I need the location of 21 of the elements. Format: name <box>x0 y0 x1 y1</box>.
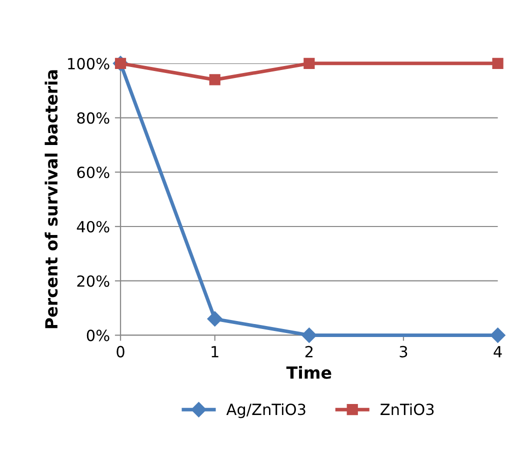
x-tick-label: 3 <box>400 346 408 358</box>
x-tick-label: 2 <box>305 346 312 358</box>
point <box>207 311 222 326</box>
x-tick-label: 4 <box>494 346 502 358</box>
x-tick-label: 0 <box>116 346 124 358</box>
point <box>490 328 506 343</box>
y-tick-label: 80% <box>77 112 110 124</box>
point <box>492 58 504 69</box>
legend-label: Ag/ZnTiO3 <box>226 403 306 418</box>
y-tick-label: 100% <box>68 58 110 70</box>
point <box>209 74 220 86</box>
point <box>304 58 315 69</box>
legend-label: ZnTiO3 <box>380 403 434 416</box>
point <box>302 328 317 343</box>
x-tick-label: 1 <box>212 346 218 358</box>
y-tick-label: 20% <box>77 275 110 287</box>
y-tick-label: 0% <box>86 330 110 342</box>
x-axis-title: Time <box>286 366 332 379</box>
y-tick-label: 60% <box>77 166 110 178</box>
y-tick-label: 40% <box>76 220 110 233</box>
y-axis-title: Percent of survival bacteria <box>44 70 58 328</box>
